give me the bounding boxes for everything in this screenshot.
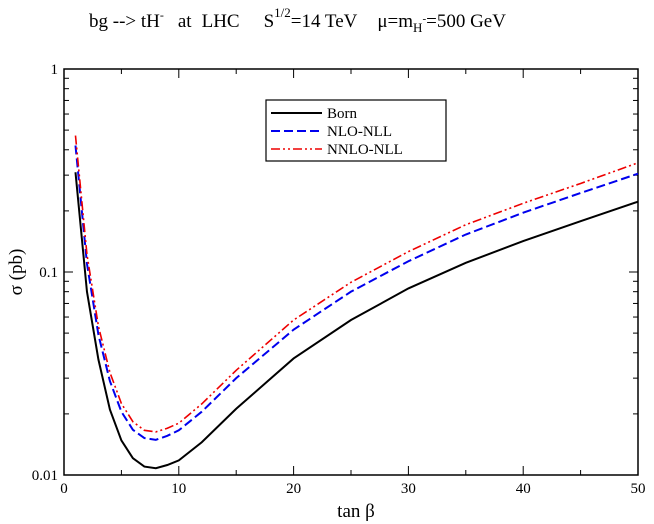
x-axis-label: tan β (337, 501, 375, 522)
x-tick-label-50: 50 (631, 481, 646, 497)
x-tick-label-20: 20 (286, 481, 301, 497)
y-tick-label-1: 1 (51, 62, 59, 78)
y-tick-label-0.1: 0.1 (39, 265, 58, 281)
y-tick-label-0.01: 0.01 (32, 468, 58, 484)
x-tick-label-10: 10 (171, 481, 186, 497)
legend-label-nlo-nll: NLO-NLL (327, 124, 392, 140)
series-line-nlo-nll (74, 145, 639, 441)
axis-ticks (63, 68, 639, 476)
chart-title: bg --> tH-at LHC S1/2=14 TeV μ=mH-=500 GeV (89, 5, 506, 35)
y-tick-labels: 0.01 0.1 1 (32, 62, 58, 484)
y-axis-label: σ (pb) (6, 249, 27, 296)
x-tick-label-0: 0 (60, 481, 68, 497)
series-line-born (74, 172, 639, 470)
x-tick-labels: 0 10 20 30 40 50 (60, 481, 645, 497)
series-lines (74, 135, 639, 470)
legend-box (265, 99, 447, 162)
x-tick-label-40: 40 (516, 481, 531, 497)
legend-label-nnlo-nll: NNLO-NLL (327, 142, 403, 158)
x-tick-label-30: 30 (401, 481, 416, 497)
series-line-nnlo-nll (74, 135, 639, 433)
legend: Born NLO-NLL NNLO-NLL (265, 99, 447, 162)
legend-label-born: Born (327, 106, 358, 122)
